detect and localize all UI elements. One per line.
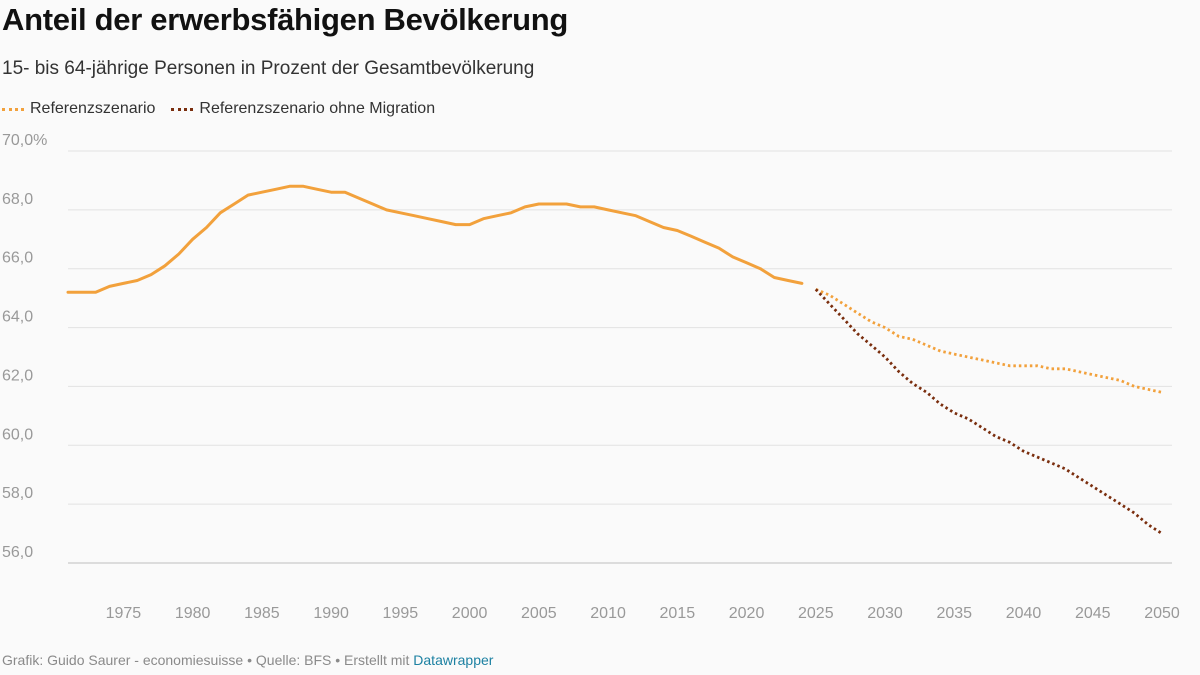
y-tick-label: 58,0 bbox=[2, 485, 33, 502]
x-tick-label: 2030 bbox=[867, 605, 903, 622]
series-lines bbox=[66, 184, 1163, 535]
x-tick-label: 2040 bbox=[1006, 605, 1042, 622]
legend-label-ohne-migration: Referenzszenario ohne Migration bbox=[199, 100, 436, 117]
y-tick-label: 64,0 bbox=[2, 309, 33, 326]
series-line-0 bbox=[66, 184, 804, 294]
x-tick-label: 2025 bbox=[798, 605, 834, 622]
legend-swatch-ohne-migration bbox=[171, 107, 194, 111]
footer-credits: Grafik: Guido Saurer - economiesuisse • … bbox=[2, 652, 493, 668]
series-line-1 bbox=[815, 288, 1163, 394]
y-tick-label: 56,0 bbox=[2, 544, 33, 561]
line-chart: 70,0%68,066,064,062,060,058,056,0 1975 19… bbox=[2, 132, 1180, 622]
x-tick-label: 2000 bbox=[452, 605, 488, 622]
x-tick-label: 2045 bbox=[1075, 605, 1111, 622]
x-tick-label: 2005 bbox=[521, 605, 557, 622]
grid bbox=[68, 150, 1172, 564]
x-axis: 1975 1980 1985 1990 1995 2000 2005 2010 2015 2020… bbox=[106, 605, 1180, 622]
chart-subtitle: 15- bis 64-jährige Personen in Prozent d… bbox=[2, 58, 535, 79]
x-tick-label: 2035 bbox=[936, 605, 972, 622]
datawrapper-link[interactable]: Datawrapper bbox=[413, 652, 494, 668]
x-tick-label: 1980 bbox=[175, 605, 211, 622]
x-tick-label: 2050 bbox=[1144, 605, 1180, 622]
x-tick-label: 1995 bbox=[383, 605, 419, 622]
legend-item-ohne-migration: Referenzszenario ohne Migration bbox=[171, 100, 435, 118]
x-tick-label: 1975 bbox=[106, 605, 142, 622]
legend: Referenzszenario Referenzszenario ohne M… bbox=[2, 100, 451, 118]
footer-text: Grafik: Guido Saurer - economiesuisse • … bbox=[2, 652, 414, 668]
y-tick-label: 60,0 bbox=[2, 426, 33, 443]
y-tick-label: 66,0 bbox=[2, 250, 33, 267]
y-tick-label: 62,0 bbox=[2, 367, 33, 384]
legend-item-referenzszenario: Referenzszenario bbox=[2, 100, 155, 118]
legend-swatch-referenzszenario bbox=[2, 107, 24, 111]
x-tick-label: 2015 bbox=[660, 605, 696, 622]
x-tick-label: 2010 bbox=[590, 605, 626, 622]
chart-title: Anteil der erwerbsfähigen Bevölkerung bbox=[2, 2, 568, 37]
x-tick-label: 2020 bbox=[729, 605, 765, 622]
legend-label-referenzszenario: Referenzszenario bbox=[30, 100, 156, 117]
y-tick-label: 68,0 bbox=[2, 191, 33, 208]
y-axis: 70,0% 68,0 66,0 64,0 62,0 60,0 58,0 56,0 bbox=[2, 132, 47, 561]
x-tick-label: 1985 bbox=[244, 605, 280, 622]
series-line-2 bbox=[814, 288, 1163, 535]
x-tick-label: 1990 bbox=[313, 605, 349, 622]
y-tick-label: 70,0% bbox=[2, 132, 47, 149]
